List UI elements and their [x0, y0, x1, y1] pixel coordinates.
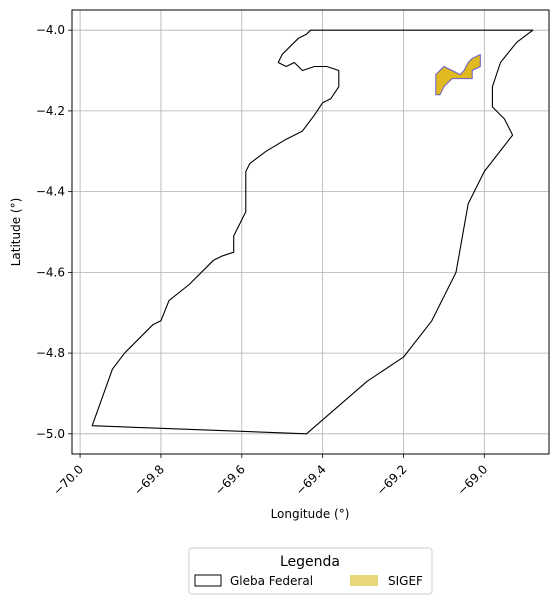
- polygon-gleba-federal: [91, 29, 534, 435]
- legend-label-sigef: SIGEF: [388, 574, 423, 588]
- axes-frame: [71, 9, 550, 455]
- legend-title: Legenda: [280, 554, 340, 570]
- x-tick-label: −69.4: [293, 462, 329, 498]
- x-axis-ticks: −70.0 −69.8 −69.6 −69.4 −69.2 −69.0: [50, 454, 490, 498]
- polygon-sigef: [435, 53, 481, 96]
- y-axis-label: Latitude (°): [9, 198, 23, 267]
- y-axis-ticks: −4.0 −4.2 −4.4 −4.6 −4.8 −5.0: [36, 23, 72, 441]
- y-tick-label: −4.2: [36, 104, 65, 118]
- x-tick-label: −69.0: [455, 462, 491, 498]
- y-tick-label: −5.0: [36, 427, 65, 441]
- grid: [72, 10, 549, 454]
- y-tick-label: −4.0: [36, 23, 65, 37]
- x-axis-label: Longitude (°): [271, 507, 350, 521]
- y-tick-label: −4.8: [36, 346, 65, 360]
- x-tick-label: −69.6: [212, 462, 248, 498]
- x-tick-label: −70.0: [50, 462, 86, 498]
- legend-swatch-gleba-federal: [194, 574, 222, 587]
- x-tick-label: −69.2: [374, 462, 410, 498]
- legend: Legenda Gleba Federal SIGEF: [188, 547, 433, 595]
- y-tick-label: −4.6: [36, 265, 65, 279]
- legend-label-gleba-federal: Gleba Federal: [230, 574, 313, 588]
- y-tick-label: −4.4: [36, 185, 65, 199]
- legend-swatch-sigef: [350, 575, 378, 586]
- x-tick-label: −69.8: [131, 462, 167, 498]
- map-layers: [91, 29, 534, 435]
